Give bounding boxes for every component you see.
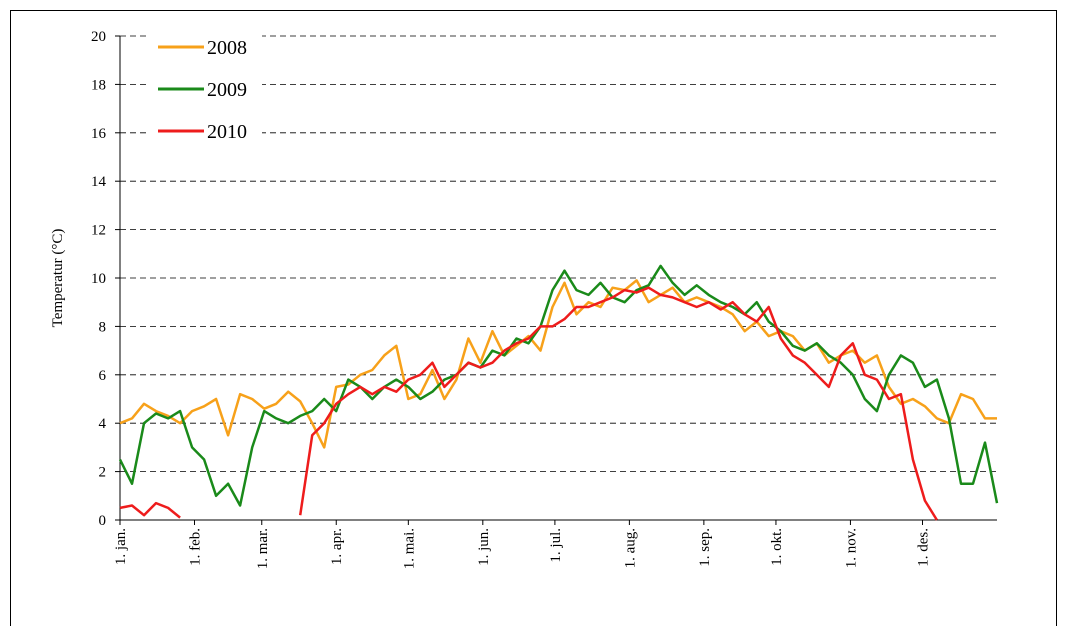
x-tick-label: 1. jan. [113,528,129,565]
y-tick-label: 2 [99,465,107,481]
x-tick-label: 1. nov. [843,528,859,568]
legend-label: 2010 [207,121,247,143]
y-tick-label: 14 [91,174,107,190]
legend-label: 2008 [207,37,247,59]
y-tick-label: 20 [91,29,106,45]
x-tick-label: 1. mai. [401,528,417,569]
y-tick-label: 12 [91,223,106,239]
x-tick-label: 1. mar. [255,528,271,569]
series-line [119,286,938,521]
y-tick-label: 18 [91,77,106,93]
x-tick-label: 1. aug. [622,528,638,568]
y-tick-label: 6 [99,368,107,384]
y-tick-label: 16 [91,126,107,142]
series-line [118,264,999,507]
legend-label: 2009 [207,79,247,101]
x-tick-label: 1. feb. [187,528,203,566]
series-line [119,279,997,449]
x-tick-label: 1. des. [916,528,932,567]
x-tick-label: 1. sep. [697,528,713,567]
y-tick-label: 0 [99,513,107,529]
y-tick-label: 10 [91,271,106,287]
y-axis-label: Temperatur (°C) [50,229,66,328]
x-tick-label: 1. jun. [476,528,492,566]
x-tick-label: 1. jul. [548,528,564,563]
x-tick-label: 1. apr. [329,528,345,565]
y-tick-label: 4 [99,416,107,432]
x-tick-label: 1. okt. [769,528,785,566]
frame [10,10,1057,626]
y-tick-label: 8 [99,319,107,335]
